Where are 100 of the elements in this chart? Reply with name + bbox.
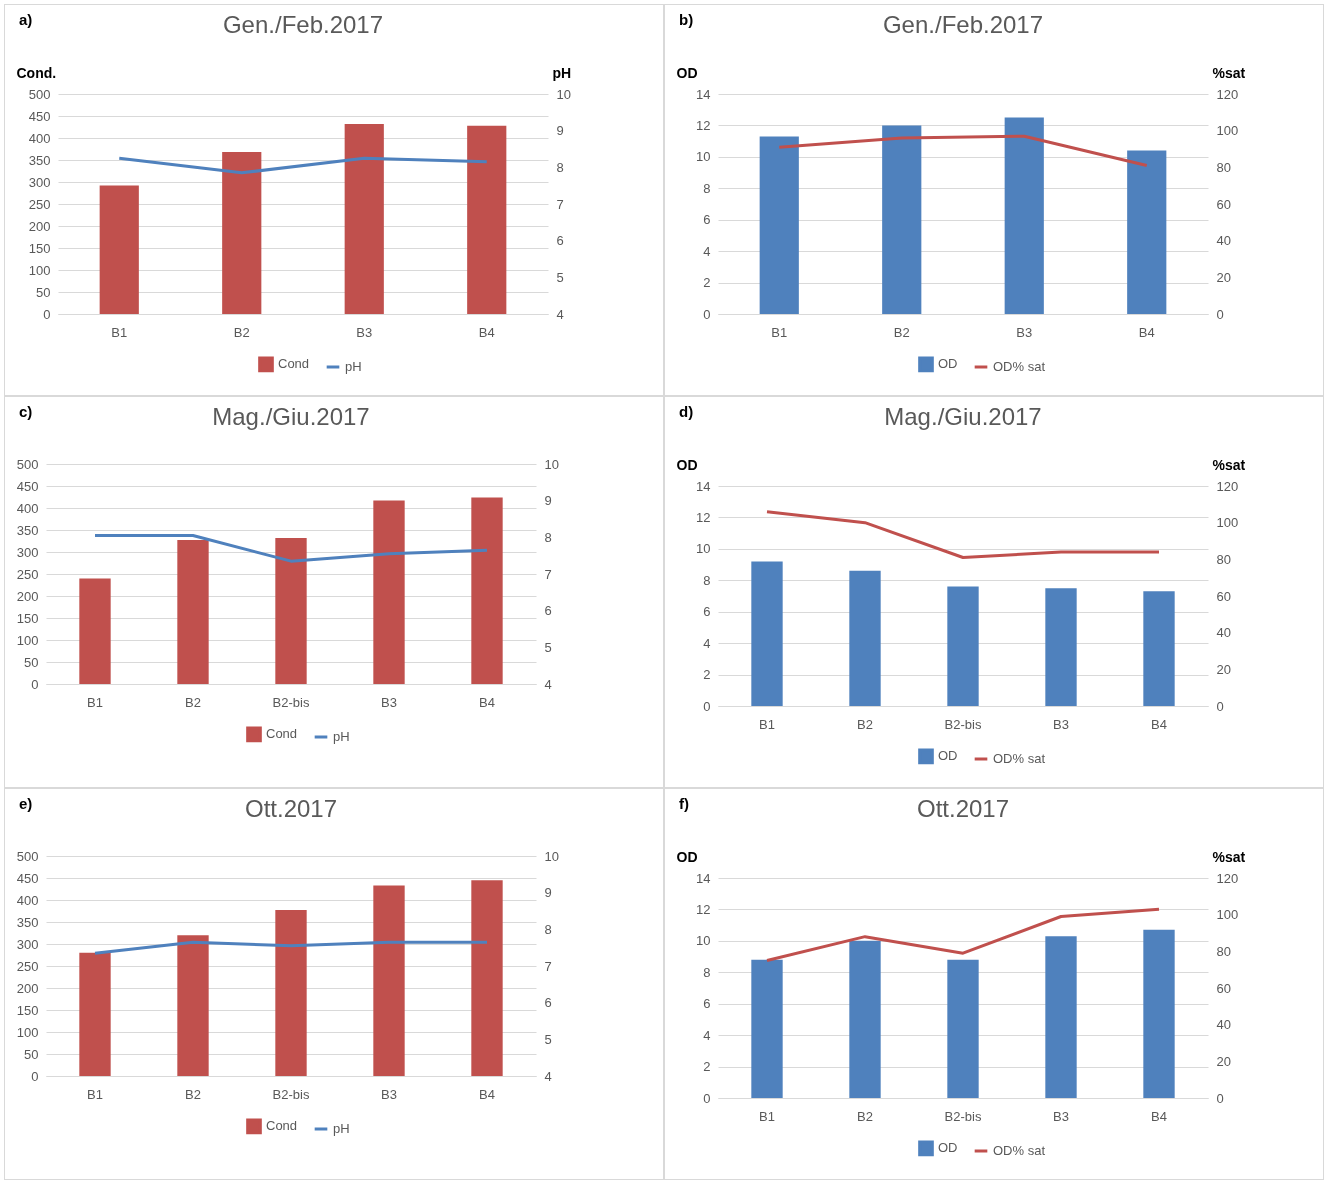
bar — [471, 880, 503, 1076]
y-tick-label: 14 — [696, 478, 711, 494]
legend-label: pH — [333, 1121, 350, 1136]
y-tick-label: 2 — [703, 275, 711, 291]
legend-label: OD — [938, 356, 958, 372]
y2-axis-title: %sat — [1212, 848, 1246, 865]
chart-title: Ott.2017 — [244, 795, 338, 822]
y2-tick-label: 100 — [1216, 515, 1239, 531]
x-tick-label: B4 — [1151, 716, 1167, 732]
y-tick-label: 300 — [16, 544, 39, 560]
bar — [882, 125, 922, 314]
legend-label: pH — [333, 729, 350, 744]
y2-axis-title: %sat — [1212, 456, 1246, 473]
x-tick-label: B2 — [233, 324, 250, 340]
bar — [79, 952, 111, 1076]
bar — [373, 885, 405, 1076]
y-tick-label: 6 — [703, 604, 711, 620]
y2-tick-label: 6 — [544, 603, 552, 619]
y-tick-label: 6 — [703, 996, 711, 1012]
bar — [467, 125, 507, 314]
y-tick-label: 200 — [16, 980, 39, 996]
y2-tick-label: 8 — [556, 159, 564, 175]
x-tick-label: B4 — [479, 694, 495, 710]
y2-tick-label: 40 — [1216, 625, 1231, 641]
x-tick-label: B2 — [857, 716, 873, 732]
y-tick-label: 10 — [696, 933, 711, 949]
y-tick-label: 8 — [703, 964, 711, 980]
y-tick-label: 500 — [16, 456, 39, 472]
bar — [344, 123, 384, 314]
bar — [849, 940, 881, 1098]
y-tick-label: 10 — [696, 541, 711, 557]
text: f) — [679, 795, 689, 812]
y-tick-label: 0 — [43, 306, 51, 322]
legend-label: OD — [938, 748, 958, 764]
x-tick-label: B4 — [479, 1086, 495, 1102]
text: a) — [19, 11, 33, 28]
y-tick-label: 0 — [31, 676, 39, 692]
y-tick-label: 12 — [696, 901, 711, 917]
legend-label: pH — [345, 359, 362, 374]
y-tick-label: 4 — [703, 1027, 711, 1043]
bar — [275, 537, 307, 684]
text: c) — [19, 403, 33, 420]
y-tick-label: 100 — [28, 262, 51, 278]
y-axis-title: OD — [676, 848, 698, 865]
y2-tick-label: 40 — [1216, 1017, 1231, 1033]
legend-label: OD% sat — [993, 1143, 1046, 1158]
y2-tick-label: 4 — [544, 676, 552, 692]
y-tick-label: 12 — [696, 509, 711, 525]
y-tick-label: 4 — [703, 635, 711, 651]
y-tick-label: 8 — [703, 572, 711, 588]
y2-tick-label: 0 — [1216, 1090, 1224, 1106]
y-tick-label: 0 — [703, 1090, 711, 1106]
x-tick-label: B3 — [381, 1086, 397, 1102]
y2-tick-label: 7 — [544, 566, 552, 582]
y2-tick-label: 5 — [544, 639, 552, 655]
y2-tick-label: 100 — [1216, 123, 1239, 139]
y-tick-label: 350 — [16, 914, 39, 930]
chart-title: Gen./Feb.2017 — [222, 11, 384, 38]
y-axis-title: Cond. — [16, 64, 57, 81]
line-series — [777, 134, 1149, 167]
x-tick-label: B1 — [87, 1086, 103, 1102]
legend-label: OD — [938, 1140, 958, 1156]
x-tick-label: B4 — [1151, 1108, 1167, 1124]
x-tick-label: B2-bis — [272, 1086, 310, 1102]
y2-axis-title: %sat — [1212, 64, 1246, 81]
y2-tick-label: 10 — [544, 848, 559, 864]
bar — [177, 935, 209, 1076]
y2-tick-label: 8 — [544, 921, 552, 937]
y-tick-label: 50 — [24, 654, 39, 670]
y-axis-title: OD — [676, 64, 698, 81]
x-tick-label: B3 — [1016, 324, 1033, 340]
bar — [1143, 591, 1175, 706]
y-tick-label: 250 — [28, 196, 51, 212]
bar — [222, 152, 262, 314]
bar — [1143, 929, 1175, 1098]
y-tick-label: 450 — [16, 478, 39, 494]
x-tick-label: B1 — [759, 1108, 775, 1124]
x-tick-label: B2 — [185, 694, 201, 710]
y-tick-label: 6 — [703, 212, 711, 228]
legend-label: Cond — [278, 356, 310, 372]
x-tick-label: B4 — [1138, 324, 1155, 340]
y-tick-label: 450 — [16, 870, 39, 886]
y-tick-label: 350 — [16, 522, 39, 538]
y2-tick-label: 10 — [544, 456, 559, 472]
bar — [947, 959, 979, 1098]
x-tick-label: B3 — [1053, 716, 1069, 732]
y2-tick-label: 7 — [556, 196, 564, 212]
y-tick-label: 0 — [31, 1068, 39, 1084]
x-tick-label: B4 — [478, 324, 495, 340]
y-tick-label: 200 — [28, 218, 51, 234]
y-tick-label: 50 — [24, 1046, 39, 1062]
bar — [177, 540, 209, 684]
bar — [1045, 588, 1077, 706]
x-tick-label: B2 — [893, 324, 910, 340]
y2-axis-title: pH — [552, 64, 572, 81]
chart-title: Gen./Feb.2017 — [882, 11, 1044, 38]
y-tick-label: 350 — [28, 152, 51, 168]
y2-tick-label: 20 — [1216, 1053, 1231, 1069]
bar — [1127, 150, 1167, 314]
y-tick-label: 2 — [703, 1059, 711, 1075]
